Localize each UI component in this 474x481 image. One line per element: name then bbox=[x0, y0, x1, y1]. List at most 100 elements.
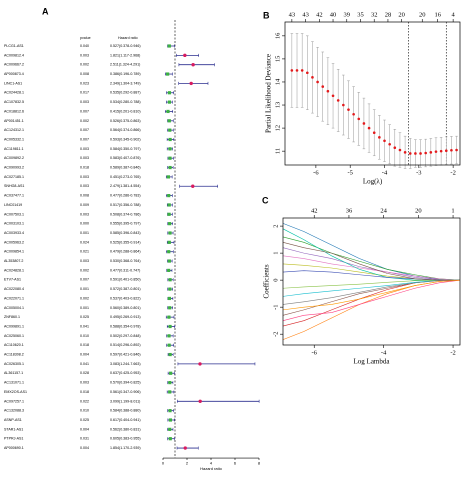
hr-label: 2.349(1.304-3.749) bbox=[110, 81, 141, 85]
y-tick-label: 15 bbox=[274, 56, 281, 63]
hr-label: 0.527(0.378-0.946) bbox=[110, 44, 141, 48]
hr-label: 0.572(0.387-0.801) bbox=[110, 287, 141, 291]
row-label: EMX2OS-AS1 bbox=[4, 390, 27, 394]
row-label: ZNF860.1 bbox=[4, 315, 20, 319]
hr-label: 0.593(0.345-0.902) bbox=[110, 137, 141, 141]
row-label: LINC1-AS1 bbox=[4, 81, 22, 85]
hr-point bbox=[168, 306, 172, 310]
hr-label: 0.584(0.388-0.880) bbox=[110, 409, 141, 413]
hr-label: 2.511(1.324-4.291) bbox=[110, 63, 140, 67]
hr-label: 0.617(0.404-0.941) bbox=[110, 418, 141, 422]
point bbox=[419, 152, 422, 155]
hr-point bbox=[168, 165, 172, 170]
hr-label: 0.584(0.350-0.797) bbox=[110, 147, 141, 151]
pvalue: 0.001 bbox=[80, 287, 89, 291]
point bbox=[352, 112, 355, 116]
hr-label: 0.508(0.374-0.786) bbox=[110, 212, 141, 216]
pvalue: 0.010 bbox=[80, 334, 89, 338]
row-label: AC107832.5 bbox=[4, 100, 24, 104]
row-label: AC009892.2 bbox=[4, 156, 24, 160]
x-tick-label: -4 bbox=[382, 169, 388, 176]
row-label: AC118308.2 bbox=[4, 353, 24, 357]
hr-label: 3.099(1.199-8.011) bbox=[110, 399, 140, 403]
coefficient-path bbox=[282, 279, 461, 340]
row-label: AC022080.4 bbox=[4, 287, 24, 291]
top-tick-label: 16 bbox=[434, 11, 441, 18]
hr-label: 0.591(0.401-0.850) bbox=[110, 278, 141, 282]
row-label: LINC01419 bbox=[4, 203, 22, 207]
hr-point bbox=[166, 175, 171, 179]
hr-point bbox=[168, 137, 172, 142]
row-label: AC026305.1 bbox=[4, 362, 24, 366]
hr-point bbox=[166, 109, 170, 114]
hr-label: 2.479(1.381-4.554) bbox=[110, 184, 141, 188]
point bbox=[295, 69, 299, 72]
x-tick-label: 6 bbox=[234, 461, 237, 466]
pvalue: 0.018 bbox=[80, 390, 89, 394]
pvalue: 0.041 bbox=[80, 324, 89, 328]
hr-label: 0.451(0.273-0.765) bbox=[110, 175, 141, 179]
pvalue: 0.007 bbox=[80, 137, 89, 141]
coefficient-path bbox=[282, 279, 461, 321]
column-header: Hazard ratio bbox=[118, 36, 138, 40]
pvalue: 0.031 bbox=[80, 437, 89, 441]
pvalue: 0.003 bbox=[80, 175, 89, 179]
row-label: AC099891.1 bbox=[4, 324, 24, 328]
pvalue: 0.009 bbox=[80, 203, 89, 207]
point bbox=[424, 151, 427, 155]
point bbox=[388, 142, 391, 146]
coefficient-path bbox=[282, 223, 461, 281]
x-tick-label: -5 bbox=[347, 169, 352, 176]
pvalue: 0.007 bbox=[80, 278, 89, 282]
row-label: ETV7-AS1 bbox=[4, 278, 21, 282]
hr-point bbox=[167, 44, 171, 48]
hr-point bbox=[191, 62, 195, 67]
point bbox=[290, 69, 294, 72]
hr-point bbox=[168, 156, 172, 160]
hr-point bbox=[167, 268, 171, 272]
pvalue: 0.001 bbox=[80, 231, 89, 235]
point bbox=[300, 69, 304, 72]
row-label: AC097257.1 bbox=[4, 399, 24, 403]
point bbox=[414, 152, 417, 155]
row-label: AC024828.1 bbox=[4, 268, 24, 272]
hr-point bbox=[167, 91, 172, 95]
hr-point bbox=[167, 296, 172, 301]
top-tick-label: 20 bbox=[419, 11, 426, 18]
point bbox=[455, 148, 458, 152]
hr-label: 0.479(0.288-0.864) bbox=[110, 250, 141, 254]
x-tick-label: -6 bbox=[313, 169, 319, 176]
row-label: AC132088.3 bbox=[4, 409, 24, 413]
top-tick-label: 42 bbox=[311, 207, 318, 214]
hr-point bbox=[189, 81, 193, 86]
hr-point bbox=[168, 324, 172, 329]
pvalue: 0.004 bbox=[80, 446, 89, 450]
pvalue: 0.008 bbox=[80, 72, 89, 76]
hr-label: 0.530(0.368-0.764) bbox=[110, 259, 141, 263]
y-axis-label: Coefficients bbox=[263, 264, 271, 298]
row-label: AC003103.1 bbox=[4, 222, 24, 226]
top-tick-label: 43 bbox=[302, 11, 309, 18]
top-tick-label: 28 bbox=[385, 11, 392, 18]
point bbox=[372, 131, 376, 135]
hr-point bbox=[168, 278, 172, 282]
y-tick-label: 0 bbox=[272, 279, 279, 282]
hr-point bbox=[168, 147, 172, 151]
hr-point bbox=[167, 259, 171, 263]
top-tick-label: 42 bbox=[316, 11, 323, 18]
top-tick-label: 36 bbox=[346, 207, 353, 214]
row-label: AC007503.1 bbox=[4, 212, 24, 216]
plot-frame bbox=[284, 21, 461, 166]
pvalue: 0.002 bbox=[80, 268, 89, 272]
y-tick-label: 1 bbox=[272, 252, 279, 255]
point bbox=[331, 94, 335, 98]
y-tick-label: 12 bbox=[274, 125, 281, 132]
row-label: AP000873.4 bbox=[4, 72, 24, 76]
hr-label: 0.605(0.383-0.955) bbox=[110, 437, 141, 441]
hr-label: 0.537(0.403-0.822) bbox=[110, 296, 141, 300]
point bbox=[311, 76, 314, 79]
hr-point bbox=[198, 362, 202, 366]
point bbox=[357, 117, 361, 121]
panel-label: C bbox=[262, 195, 269, 205]
hr-point bbox=[167, 119, 171, 123]
